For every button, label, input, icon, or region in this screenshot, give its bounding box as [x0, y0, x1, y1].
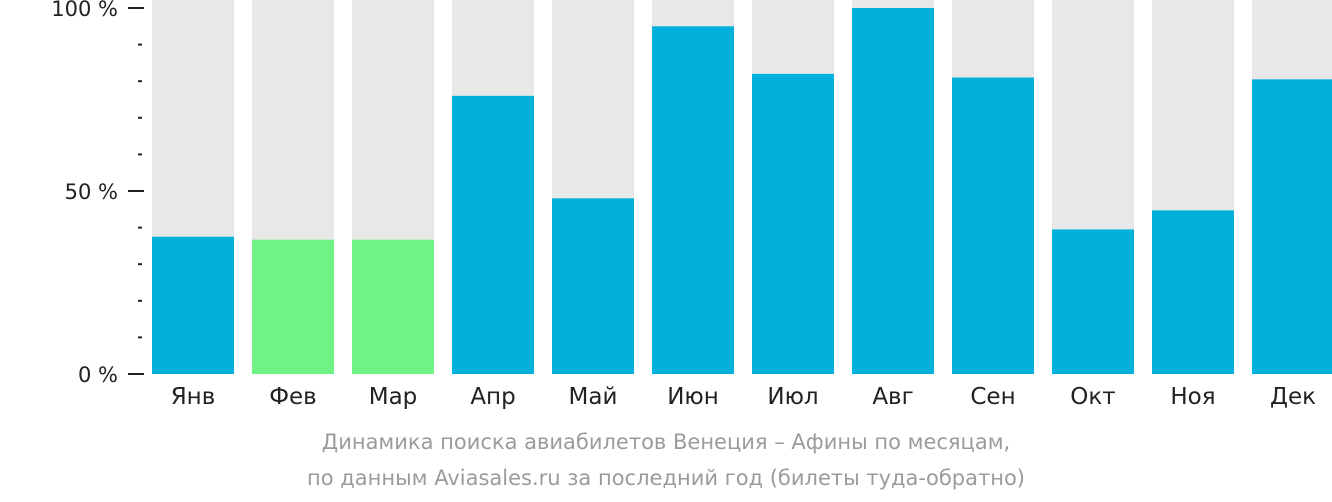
- x-tick-label: Янв: [171, 384, 216, 410]
- bar: [1052, 229, 1134, 374]
- x-tick-label: Апр: [470, 384, 515, 410]
- bar: [852, 8, 934, 374]
- chart-caption-line-2: по данным Aviasales.ru за последний год …: [307, 466, 1025, 490]
- bar-chart: 0 % 50 % 100 % Янв Фев Мар Апр Май Июн Июл Авг Сен О…: [51, 0, 1332, 410]
- x-tick-label: Май: [569, 384, 618, 410]
- bar: [952, 77, 1034, 374]
- bar: [1252, 79, 1332, 375]
- bar: [352, 239, 434, 374]
- chart-caption-line-1: Динамика поиска авиабилетов Венеция – Аф…: [321, 430, 1011, 454]
- bar: [1152, 210, 1234, 374]
- bar: [152, 236, 234, 374]
- x-tick-label: Июн: [667, 384, 719, 410]
- bar: [452, 95, 534, 374]
- bar: [652, 26, 734, 375]
- y-tick-label: 100 %: [51, 0, 118, 21]
- bar: [552, 198, 634, 374]
- bar: [752, 73, 834, 374]
- x-tick-label: Мар: [369, 384, 418, 410]
- x-tick-label: Сен: [970, 384, 1015, 410]
- bar: [252, 239, 334, 374]
- x-tick-label: Ноя: [1170, 384, 1215, 410]
- x-tick-label: Авг: [872, 384, 913, 410]
- x-tick-label: Окт: [1070, 384, 1115, 410]
- x-tick-label: Июл: [767, 384, 818, 410]
- x-tick-label: Фев: [269, 384, 317, 410]
- x-tick-label: Дек: [1270, 384, 1316, 410]
- y-tick-label: 0 %: [78, 363, 118, 387]
- y-tick-label: 50 %: [65, 180, 118, 204]
